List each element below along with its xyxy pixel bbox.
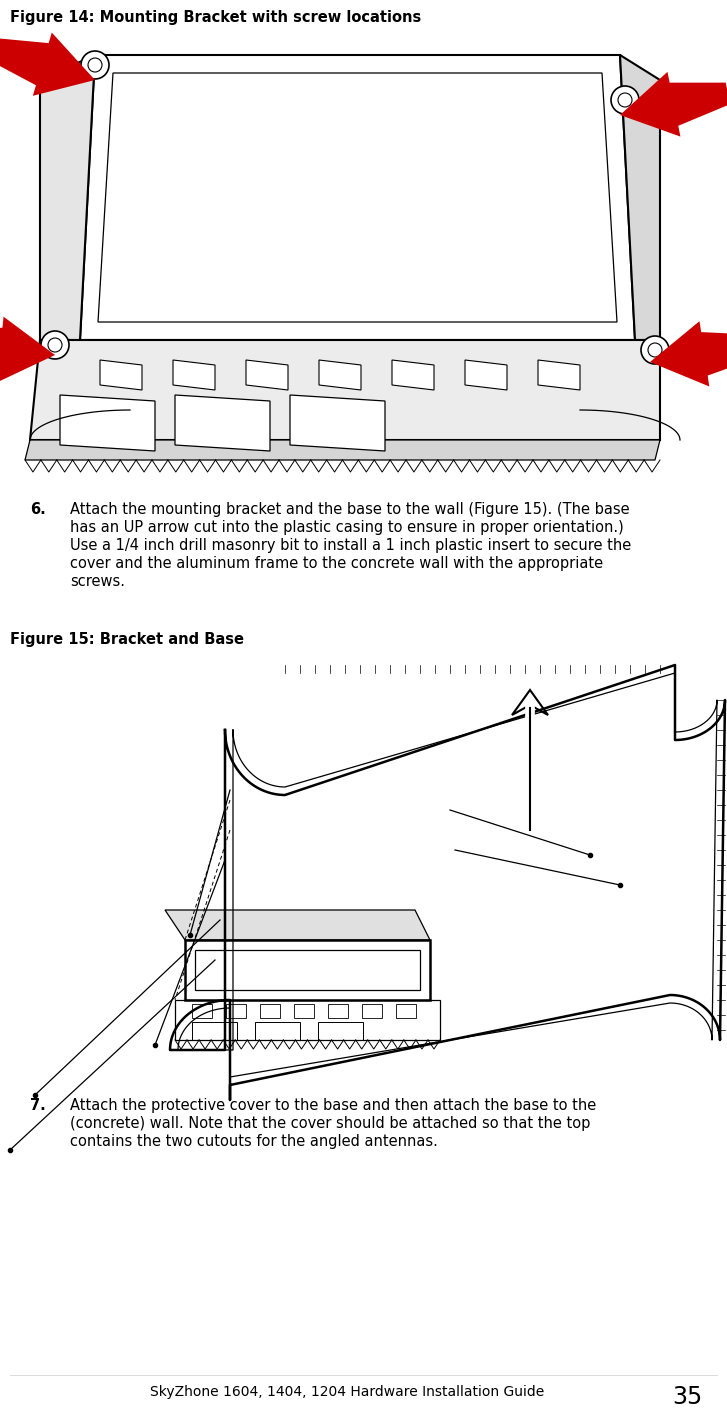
Polygon shape [512, 690, 548, 715]
Text: 7.: 7. [30, 1098, 46, 1112]
Polygon shape [392, 360, 434, 390]
Text: Figure 15: Bracket and Base: Figure 15: Bracket and Base [10, 631, 244, 647]
Polygon shape [192, 1005, 212, 1017]
Polygon shape [226, 1005, 246, 1017]
Polygon shape [192, 1022, 237, 1040]
Text: has an UP arrow cut into the plastic casing to ensure in proper orientation.): has an UP arrow cut into the plastic cas… [70, 519, 624, 535]
Polygon shape [246, 360, 288, 390]
Polygon shape [362, 1005, 382, 1017]
Text: cover and the aluminum frame to the concrete wall with the appropriate: cover and the aluminum frame to the conc… [70, 556, 603, 570]
Polygon shape [290, 394, 385, 451]
Polygon shape [0, 33, 95, 96]
Polygon shape [60, 394, 155, 451]
Text: SkyZhone 1604, 1404, 1204 Hardware Installation Guide: SkyZhone 1604, 1404, 1204 Hardware Insta… [150, 1385, 545, 1399]
Polygon shape [30, 341, 660, 440]
Polygon shape [175, 394, 270, 451]
Polygon shape [294, 1005, 314, 1017]
Polygon shape [328, 1005, 348, 1017]
Polygon shape [25, 440, 660, 460]
Polygon shape [538, 360, 580, 390]
Polygon shape [465, 360, 507, 390]
Text: Figure 14: Mounting Bracket with screw locations: Figure 14: Mounting Bracket with screw l… [10, 10, 421, 26]
Polygon shape [396, 1005, 416, 1017]
Circle shape [641, 336, 669, 365]
Text: screws.: screws. [70, 575, 125, 589]
Polygon shape [318, 1022, 363, 1040]
Polygon shape [165, 910, 430, 939]
Polygon shape [0, 316, 55, 382]
Polygon shape [319, 360, 361, 390]
Text: Use a 1/4 inch drill masonry bit to install a 1 inch plastic insert to secure th: Use a 1/4 inch drill masonry bit to inst… [70, 538, 631, 553]
Polygon shape [40, 55, 95, 341]
Polygon shape [173, 360, 215, 390]
Text: 35: 35 [672, 1385, 702, 1409]
Polygon shape [650, 321, 727, 386]
Polygon shape [620, 55, 660, 341]
Polygon shape [620, 72, 727, 136]
Circle shape [81, 51, 109, 79]
Polygon shape [255, 1022, 300, 1040]
Polygon shape [100, 360, 142, 390]
Circle shape [41, 331, 69, 359]
Circle shape [611, 87, 639, 114]
Text: Attach the protective cover to the base and then attach the base to the: Attach the protective cover to the base … [70, 1098, 596, 1112]
Polygon shape [260, 1005, 280, 1017]
Text: contains the two cutouts for the angled antennas.: contains the two cutouts for the angled … [70, 1134, 438, 1149]
Text: 6.: 6. [30, 502, 46, 517]
Text: (concrete) wall. Note that the cover should be attached so that the top: (concrete) wall. Note that the cover sho… [70, 1115, 590, 1131]
Text: Attach the mounting bracket and the base to the wall (Figure 15). (The base: Attach the mounting bracket and the base… [70, 502, 630, 517]
